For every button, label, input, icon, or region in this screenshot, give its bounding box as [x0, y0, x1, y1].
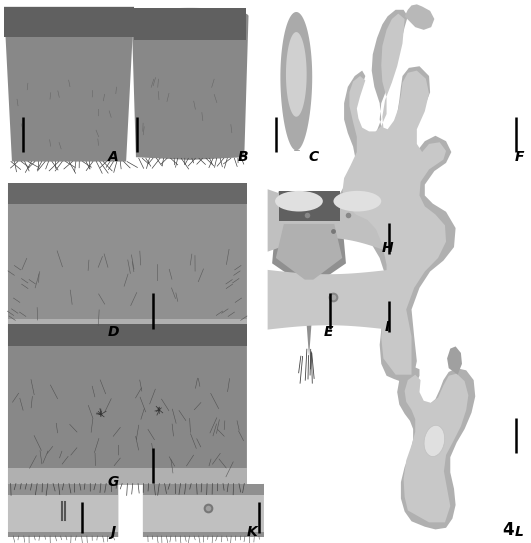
- Polygon shape: [8, 183, 247, 332]
- Polygon shape: [397, 367, 475, 529]
- Polygon shape: [132, 8, 249, 160]
- Polygon shape: [8, 484, 118, 495]
- Polygon shape: [268, 190, 389, 252]
- Polygon shape: [143, 484, 264, 495]
- Polygon shape: [268, 270, 389, 330]
- Polygon shape: [447, 346, 462, 375]
- Polygon shape: [276, 224, 342, 280]
- Polygon shape: [8, 319, 247, 332]
- Polygon shape: [8, 183, 247, 204]
- Polygon shape: [280, 12, 312, 150]
- Text: 4: 4: [502, 521, 514, 539]
- Polygon shape: [4, 7, 134, 37]
- Text: J: J: [110, 525, 116, 539]
- Polygon shape: [286, 32, 307, 117]
- Ellipse shape: [333, 191, 381, 212]
- Polygon shape: [4, 7, 134, 162]
- Polygon shape: [8, 325, 247, 346]
- Polygon shape: [8, 325, 247, 484]
- Text: A: A: [108, 150, 118, 164]
- Bar: [390, 26, 523, 384]
- Text: K: K: [247, 525, 258, 539]
- Polygon shape: [8, 468, 247, 484]
- Polygon shape: [143, 484, 264, 537]
- Polygon shape: [278, 192, 340, 222]
- Polygon shape: [342, 14, 446, 375]
- Polygon shape: [337, 10, 456, 383]
- Ellipse shape: [275, 191, 323, 212]
- Polygon shape: [404, 374, 468, 522]
- Polygon shape: [143, 532, 264, 537]
- Text: I: I: [385, 320, 390, 334]
- Ellipse shape: [424, 425, 444, 457]
- Polygon shape: [272, 192, 346, 357]
- Text: D: D: [107, 325, 119, 339]
- Text: H: H: [382, 241, 393, 255]
- Text: F: F: [515, 150, 524, 164]
- Polygon shape: [8, 484, 118, 537]
- Text: E: E: [323, 325, 333, 339]
- Polygon shape: [8, 532, 118, 537]
- Text: C: C: [308, 150, 319, 164]
- Text: L: L: [515, 525, 524, 539]
- Polygon shape: [134, 8, 246, 41]
- Text: G: G: [107, 475, 119, 489]
- Text: B: B: [237, 150, 248, 164]
- Bar: [413, 332, 519, 536]
- Polygon shape: [405, 4, 434, 30]
